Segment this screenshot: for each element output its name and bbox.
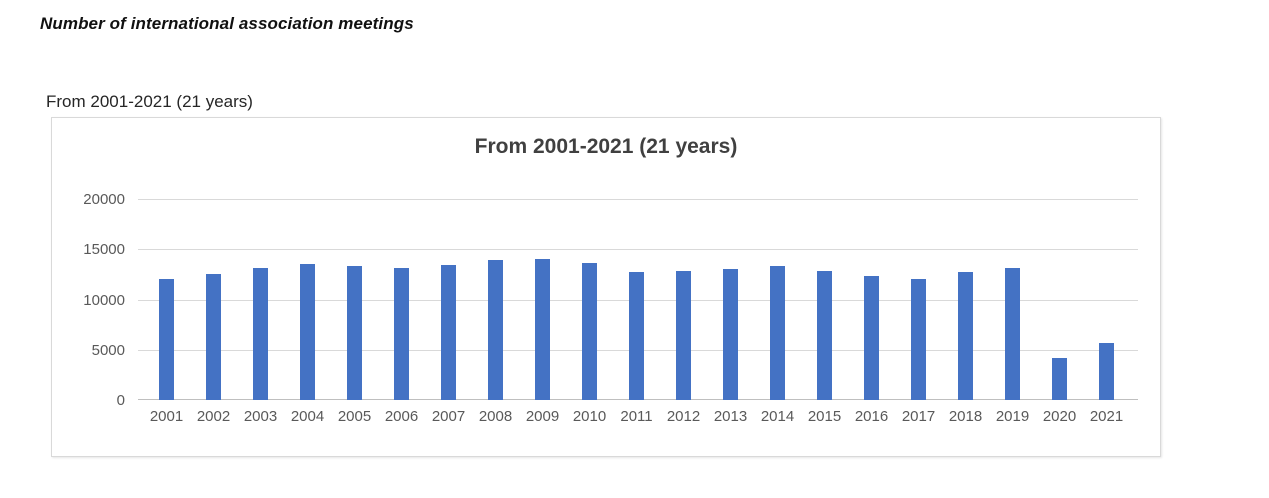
x-tick-label: 2011 xyxy=(620,408,653,425)
x-tick-label: 2020 xyxy=(1042,408,1077,425)
bar-2013 xyxy=(723,269,738,400)
bar-2011 xyxy=(629,272,644,400)
bar-2010 xyxy=(582,263,597,400)
bar-2008 xyxy=(488,260,503,400)
x-tick-label: 2019 xyxy=(995,408,1030,425)
y-tick-label: 15000 xyxy=(83,241,125,259)
x-tick-label: 2008 xyxy=(478,408,513,425)
y-tick-label: 5000 xyxy=(91,341,125,359)
x-tick-label: 2009 xyxy=(525,408,560,425)
bar-2015 xyxy=(817,271,832,400)
plot-area xyxy=(138,199,1138,400)
x-tick-label: 2021 xyxy=(1089,408,1124,425)
x-tick-label: 2006 xyxy=(384,408,419,425)
y-tick-label: 10000 xyxy=(83,291,125,309)
bar-2004 xyxy=(300,264,315,400)
x-tick-label: 2016 xyxy=(854,408,889,425)
y-axis: 0 5000 10000 15000 20000 xyxy=(52,191,125,409)
bar-2003 xyxy=(253,267,268,400)
bar-2019 xyxy=(1005,267,1020,400)
x-tick-label: 2015 xyxy=(807,408,842,425)
x-tick-label: 2018 xyxy=(948,408,983,425)
x-tick-label: 2002 xyxy=(196,408,231,425)
x-axis: 2001 2002 2003 2004 2005 2006 2007 2008 2009 2010… xyxy=(138,408,1138,428)
y-tick-label: 20000 xyxy=(83,191,125,208)
x-tick-label: 2001 xyxy=(149,408,184,425)
gridline xyxy=(138,199,1138,200)
x-tick-label: 2013 xyxy=(713,408,748,425)
bar-2012 xyxy=(676,271,691,400)
x-tick-label: 2007 xyxy=(431,408,466,425)
x-tick-label: 2003 xyxy=(243,408,278,425)
bar-2020 xyxy=(1052,357,1067,400)
bar-2014 xyxy=(770,265,785,400)
chart-title: From 2001-2021 (21 years) xyxy=(474,135,738,158)
bar-chart: From 2001-2021 (21 years) 0 5000 10000 1500… xyxy=(51,117,1161,457)
x-tick-label: 2010 xyxy=(572,408,607,425)
bar-2017 xyxy=(911,278,926,400)
bar-2021 xyxy=(1099,343,1114,400)
x-tick-label: 2005 xyxy=(337,408,372,425)
bar-2006 xyxy=(394,267,409,400)
bar-2009 xyxy=(535,259,550,400)
x-tick-label: 2004 xyxy=(290,408,325,425)
chart-caption-label: From 2001-2021 (21 years) xyxy=(46,92,253,111)
bar-2018 xyxy=(958,272,973,400)
bar-2007 xyxy=(441,264,456,400)
gridline xyxy=(138,249,1138,251)
document-heading: Number of international association meet… xyxy=(40,14,414,33)
y-tick-label: 0 xyxy=(116,392,125,409)
bar-2001 xyxy=(159,279,174,400)
x-tick-label: 2012 xyxy=(666,408,701,425)
bar-2016 xyxy=(864,276,879,400)
bar-2002 xyxy=(206,273,221,400)
x-tick-label: 2014 xyxy=(760,408,795,425)
x-tick-label: 2017 xyxy=(901,408,936,425)
bar-2005 xyxy=(347,266,362,400)
